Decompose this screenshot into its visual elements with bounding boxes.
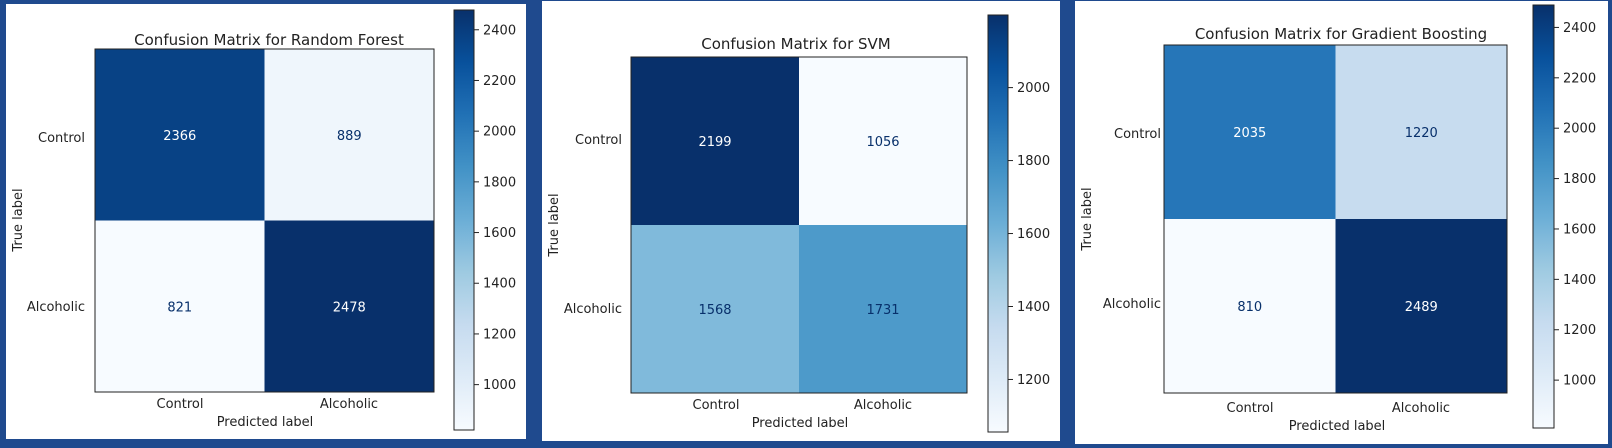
colorbar-tick-label: 2400: [483, 23, 516, 38]
x-tick-label-control: Control: [693, 398, 740, 413]
colorbar-tick-label: 1400: [483, 277, 516, 292]
colorbar-tick-label: 1600: [483, 226, 516, 241]
cell-value-label: 810: [1237, 300, 1262, 315]
matrix-cells: 2199 1056 1568 1731: [630, 56, 968, 394]
matrix-cell: [1335, 45, 1507, 219]
chart-title: Confusion Matrix for SVM: [701, 35, 891, 53]
y-tick-label-alcoholic: Alcoholic: [1103, 297, 1161, 312]
colorbar-tick-label: 1200: [1563, 323, 1596, 338]
cell-value-label: 2489: [1405, 300, 1438, 315]
y-tick-label-alcoholic: Alcoholic: [27, 300, 85, 315]
matrix-frame: [1163, 44, 1508, 394]
cell-value-label: 1568: [698, 303, 731, 318]
colorbar-tick-label: 2200: [1563, 71, 1596, 86]
matrix-frame: [630, 56, 968, 394]
matrix-cell: [264, 49, 434, 221]
colorbar-tick-label: 2400: [1563, 21, 1596, 36]
colorbar-gradient: [987, 14, 1009, 433]
colorbar: 1000 1200 1400 1600 1800 2000 2200 2400: [1532, 4, 1596, 429]
cell-value-label: 2199: [698, 135, 731, 150]
cell-value-label: 1220: [1405, 126, 1438, 141]
y-axis-label: True label: [1080, 187, 1095, 251]
matrix-cell: [799, 57, 967, 225]
y-tick-label-control: Control: [1114, 127, 1161, 142]
confusion-matrix-panel-gradient-boosting: Confusion Matrix for Gradient Boosting 2…: [1075, 1, 1608, 444]
chart-title: Confusion Matrix for Gradient Boosting: [1195, 25, 1487, 43]
chart-title: Confusion Matrix for Random Forest: [134, 31, 404, 49]
y-tick-label-control: Control: [38, 131, 85, 146]
x-axis-label: Predicted label: [1289, 419, 1386, 434]
cell-value-label: 821: [167, 300, 192, 315]
x-tick-label-alcoholic: Alcoholic: [320, 397, 378, 412]
colorbar-tick-label: 2000: [1017, 81, 1050, 96]
chart-svg-random-forest: Confusion Matrix for Random Forest 2366 8…: [11, 9, 516, 431]
colorbar-tick-label: 1200: [483, 327, 516, 342]
colorbar-tick-label: 1800: [1563, 172, 1596, 187]
matrix-cells: 2035 1220 810 2489: [1163, 44, 1508, 394]
colorbar-tick-label: 1600: [1563, 222, 1596, 237]
matrix-cell: [1335, 219, 1507, 393]
y-tick-label-control: Control: [575, 133, 622, 148]
y-axis-label: True label: [547, 193, 562, 257]
x-tick-label-control: Control: [157, 397, 204, 412]
matrix-cell: [95, 220, 265, 392]
x-tick-label-alcoholic: Alcoholic: [1392, 401, 1450, 416]
colorbar-gradient: [453, 9, 475, 431]
cell-value-label: 2035: [1233, 126, 1266, 141]
colorbar-tick-label: 2000: [1563, 122, 1596, 137]
confusion-matrix-panel-svm: Confusion Matrix for SVM 2199 1056 1568 173…: [542, 1, 1060, 441]
matrix-cell: [1164, 219, 1336, 393]
colorbar-tick-label: 2200: [483, 74, 516, 89]
cell-value-label: 1731: [866, 303, 899, 318]
confusion-matrix-panel-random-forest: Confusion Matrix for Random Forest 2366 8…: [6, 4, 526, 439]
colorbar: 1200 1400 1600 1800 2000: [987, 14, 1050, 433]
cell-value-label: 889: [337, 129, 362, 144]
matrix-cell: [631, 57, 799, 225]
colorbar-tick-label: 1000: [1563, 374, 1596, 389]
colorbar-tick-label: 1600: [1017, 227, 1050, 242]
colorbar: 1000 1200 1400 1600 1800 2000 2200 2400: [453, 9, 516, 431]
colorbar-tick-label: 1400: [1017, 300, 1050, 315]
colorbar-tick-label: 1200: [1017, 373, 1050, 388]
x-tick-label-control: Control: [1227, 401, 1274, 416]
matrix-cell: [264, 220, 434, 392]
matrix-cell: [631, 225, 799, 393]
colorbar-tick-label: 1000: [483, 378, 516, 393]
x-axis-label: Predicted label: [752, 416, 849, 431]
colorbar-tick-label: 2000: [483, 125, 516, 140]
chart-svg-svm: Confusion Matrix for SVM 2199 1056 1568 173…: [547, 14, 1050, 433]
colorbar-tick-label: 1400: [1563, 273, 1596, 288]
y-tick-label-alcoholic: Alcoholic: [564, 302, 622, 317]
colorbar-gradient: [1532, 4, 1555, 429]
matrix-cell: [799, 225, 967, 393]
cell-value-label: 1056: [866, 135, 899, 150]
colorbar-tick-label: 1800: [1017, 154, 1050, 169]
cell-value-label: 2366: [163, 129, 196, 144]
x-tick-label-alcoholic: Alcoholic: [854, 398, 912, 413]
matrix-cell: [1164, 45, 1336, 219]
cell-value-label: 2478: [333, 300, 366, 315]
colorbar-tick-label: 1800: [483, 175, 516, 190]
chart-svg-gradient-boosting: Confusion Matrix for Gradient Boosting 2…: [1080, 4, 1596, 434]
y-axis-label: True label: [11, 188, 26, 252]
matrix-cells: 2366 889 821 2478: [94, 48, 435, 393]
matrix-frame: [94, 48, 435, 393]
x-axis-label: Predicted label: [217, 415, 314, 430]
matrix-cell: [95, 49, 265, 221]
